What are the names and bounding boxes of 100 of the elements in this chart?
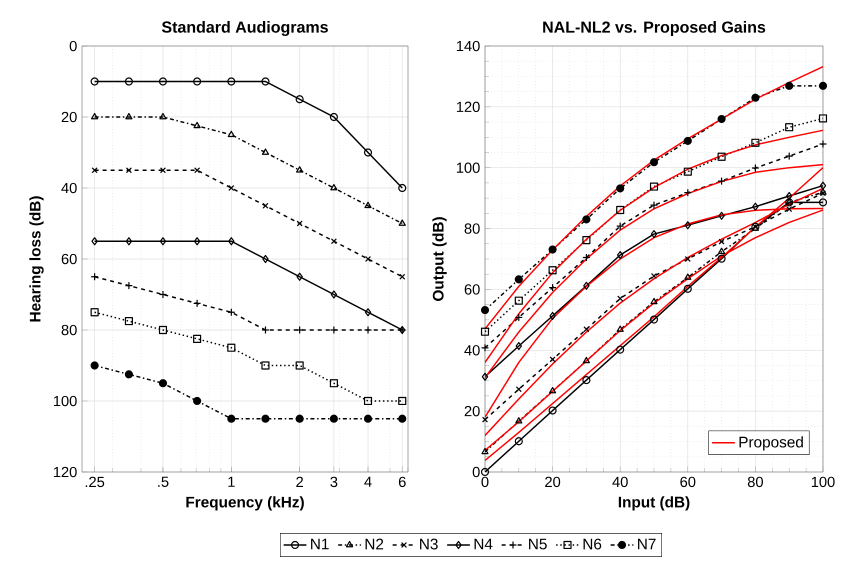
x-tick-label: .25 bbox=[86, 476, 104, 488]
point bbox=[819, 188, 827, 195]
point bbox=[364, 148, 372, 157]
point bbox=[480, 328, 490, 336]
point bbox=[261, 77, 270, 86]
y-tick-label: 80 bbox=[62, 324, 77, 336]
x-tick-label: 80 bbox=[748, 476, 763, 488]
y-tick-label: 80 bbox=[464, 223, 480, 234]
point bbox=[481, 448, 489, 454]
point bbox=[514, 437, 523, 446]
point bbox=[158, 77, 168, 86]
point bbox=[90, 308, 99, 316]
x-tick-label: 60 bbox=[680, 476, 696, 488]
point bbox=[364, 256, 372, 262]
point bbox=[158, 326, 168, 334]
point bbox=[820, 190, 826, 196]
point bbox=[261, 361, 270, 370]
point bbox=[684, 284, 692, 293]
point bbox=[227, 77, 236, 86]
point bbox=[549, 312, 556, 320]
point bbox=[160, 167, 166, 174]
point bbox=[482, 416, 488, 423]
y-tick-label: 20 bbox=[464, 406, 480, 416]
point bbox=[650, 158, 658, 166]
point bbox=[616, 184, 624, 192]
point bbox=[582, 236, 590, 244]
point bbox=[616, 326, 624, 332]
y-tick-label: 0 bbox=[472, 466, 480, 478]
point bbox=[786, 206, 792, 212]
point bbox=[617, 295, 624, 302]
point bbox=[194, 167, 200, 174]
point bbox=[159, 112, 167, 120]
y-tick-label: 60 bbox=[62, 254, 77, 264]
y-tick-label: 120 bbox=[456, 102, 480, 112]
point bbox=[125, 112, 133, 120]
point bbox=[124, 370, 133, 378]
point bbox=[718, 248, 726, 254]
point bbox=[228, 184, 234, 192]
y-tick-label: 40 bbox=[61, 182, 77, 194]
point bbox=[684, 273, 692, 280]
point bbox=[482, 372, 488, 381]
point bbox=[684, 168, 692, 176]
x-axis-title: Input (dB) bbox=[618, 496, 690, 511]
point bbox=[92, 167, 98, 174]
point bbox=[262, 202, 269, 209]
point bbox=[126, 237, 132, 246]
x-tick-label: 1 bbox=[228, 476, 235, 487]
point bbox=[398, 219, 406, 226]
point bbox=[262, 254, 269, 264]
point bbox=[296, 414, 304, 423]
point bbox=[193, 77, 202, 86]
y-tick-label: 0 bbox=[70, 40, 77, 52]
point bbox=[296, 272, 303, 281]
point bbox=[227, 414, 236, 423]
point bbox=[330, 112, 338, 122]
point bbox=[818, 82, 828, 90]
point bbox=[516, 342, 522, 350]
x-axis-title: Frequency (kHz) bbox=[186, 496, 304, 511]
point bbox=[616, 250, 624, 260]
point bbox=[158, 379, 168, 388]
legend-label: N3 bbox=[420, 538, 438, 550]
point bbox=[228, 237, 235, 246]
point bbox=[751, 138, 760, 147]
point bbox=[90, 77, 99, 86]
point bbox=[786, 192, 792, 200]
point bbox=[399, 274, 406, 280]
point bbox=[582, 376, 590, 384]
point bbox=[227, 344, 236, 352]
legend-label: Proposed bbox=[739, 436, 803, 451]
y-tick-label: 20 bbox=[62, 112, 77, 122]
point bbox=[548, 266, 557, 274]
point bbox=[194, 122, 201, 128]
point bbox=[582, 356, 590, 364]
point bbox=[193, 396, 202, 406]
point bbox=[718, 212, 725, 220]
point bbox=[330, 414, 338, 423]
x-tick-label: .5 bbox=[158, 476, 168, 487]
legend-label: N5 bbox=[529, 538, 547, 550]
point bbox=[228, 130, 235, 138]
legend-label: N6 bbox=[584, 538, 602, 550]
chart-title: NAL-NL2 vs. Proposed Gains bbox=[543, 21, 766, 36]
point bbox=[330, 184, 338, 190]
point bbox=[364, 308, 372, 316]
point bbox=[718, 238, 725, 245]
point bbox=[514, 275, 523, 284]
point bbox=[193, 334, 202, 343]
chart-title: Standard Audiograms bbox=[162, 20, 328, 36]
point bbox=[684, 221, 691, 230]
point bbox=[398, 396, 406, 406]
point bbox=[818, 198, 828, 206]
point bbox=[262, 148, 270, 155]
x-tick-label: 20 bbox=[545, 476, 560, 488]
x-tick-label: 0 bbox=[481, 476, 488, 488]
x-tick-label: 6 bbox=[398, 476, 406, 488]
point bbox=[582, 215, 590, 224]
legend-label: N7 bbox=[638, 538, 656, 550]
point bbox=[124, 317, 133, 326]
point bbox=[650, 182, 658, 191]
point bbox=[515, 417, 522, 424]
point bbox=[194, 237, 200, 246]
